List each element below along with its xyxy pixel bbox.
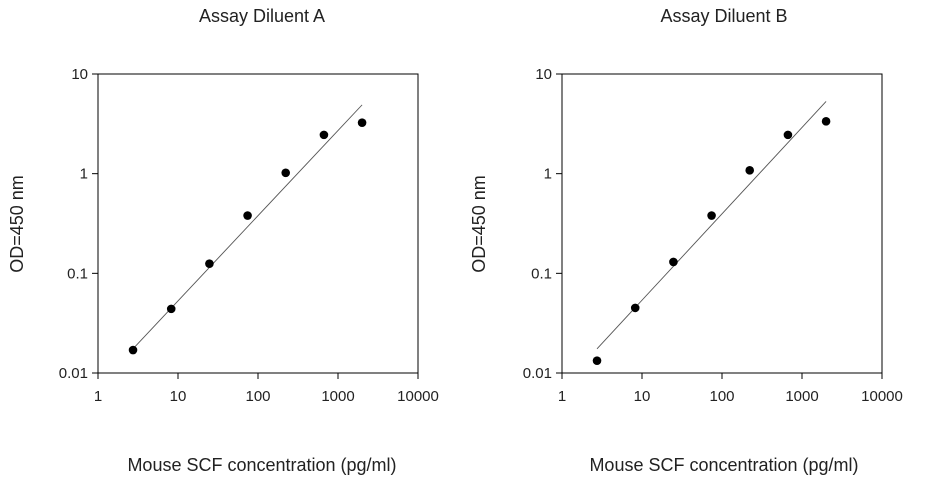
x-tick-label: 10000 bbox=[861, 388, 903, 405]
data-point bbox=[128, 345, 138, 355]
data-point bbox=[205, 259, 214, 268]
plot-frame bbox=[561, 73, 883, 374]
data-points bbox=[592, 117, 831, 365]
x-tick-label: 1 bbox=[94, 388, 102, 405]
fit-line-group bbox=[132, 104, 363, 350]
y-axis-label: OD=450 nm bbox=[7, 175, 27, 273]
x-tick-label: 100 bbox=[245, 388, 270, 405]
chart-title: Assay Diluent B bbox=[660, 6, 787, 26]
data-point bbox=[669, 257, 678, 267]
y-tick-label: 1 bbox=[80, 166, 88, 183]
data-point bbox=[707, 211, 716, 220]
fit-line bbox=[132, 104, 363, 350]
plot-frame bbox=[97, 73, 419, 374]
data-point bbox=[319, 130, 329, 140]
x-tick-label: 1 bbox=[558, 388, 566, 405]
chart-panel-assay-diluent-b: Assay Diluent B Mouse SCF concentration … bbox=[469, 6, 903, 475]
y-tick-label: 10 bbox=[535, 66, 552, 83]
x-tick-label: 100 bbox=[709, 388, 734, 405]
y-tick-label: 1 bbox=[544, 166, 552, 183]
x-axis-label: Mouse SCF concentration (pg/ml) bbox=[127, 455, 396, 475]
data-point bbox=[243, 211, 252, 220]
data-point bbox=[630, 303, 640, 313]
data-points bbox=[128, 118, 367, 355]
y-tick-label: 10 bbox=[71, 66, 88, 83]
data-point bbox=[357, 118, 367, 127]
fit-line bbox=[596, 101, 827, 350]
y-tick-label: 0.1 bbox=[67, 265, 88, 282]
fit-line-group bbox=[596, 101, 827, 350]
data-point bbox=[745, 166, 755, 175]
axis-ticks: 1 10 100 1000 10000 0.01 0.1 1 10 bbox=[523, 66, 903, 405]
y-tick-label: 0.01 bbox=[59, 365, 88, 382]
y-axis-label: OD=450 nm bbox=[469, 175, 489, 273]
y-tick-label: 0.1 bbox=[531, 265, 552, 282]
x-tick-label: 10000 bbox=[397, 388, 439, 405]
data-point bbox=[281, 168, 291, 178]
axis-ticks: 1 10 100 1000 10000 0.01 0.1 1 10 bbox=[59, 66, 439, 405]
data-point bbox=[783, 130, 793, 140]
x-tick-label: 1000 bbox=[321, 388, 354, 405]
data-point bbox=[821, 117, 831, 126]
y-tick-label: 0.01 bbox=[523, 365, 552, 382]
data-point bbox=[166, 304, 176, 314]
chart-title: Assay Diluent A bbox=[199, 6, 325, 26]
x-tick-label: 1000 bbox=[785, 388, 818, 405]
x-tick-label: 10 bbox=[634, 388, 651, 405]
x-tick-label: 10 bbox=[170, 388, 187, 405]
data-point bbox=[592, 356, 602, 365]
x-axis-label: Mouse SCF concentration (pg/ml) bbox=[589, 455, 858, 475]
chart-panel-assay-diluent-a: Assay Diluent A Mouse SCF concentration … bbox=[7, 6, 439, 475]
